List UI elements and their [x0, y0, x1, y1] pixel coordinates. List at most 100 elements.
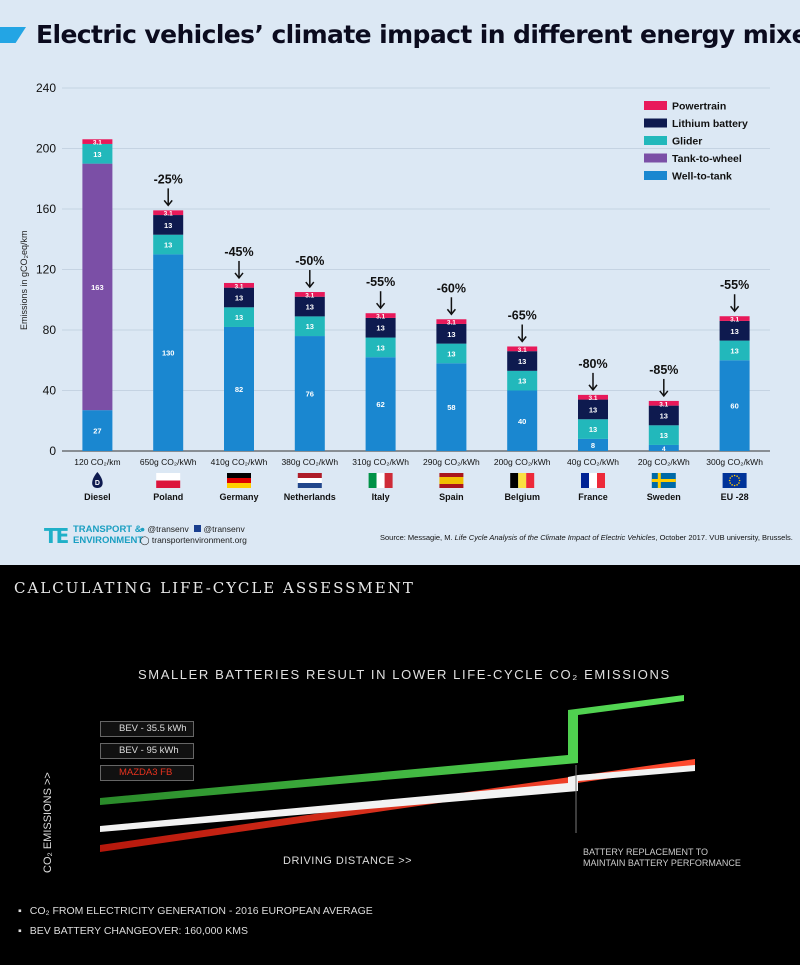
legend-label: Glider [672, 136, 702, 148]
flag-stripe [439, 473, 464, 477]
country-label: Spain [439, 492, 464, 502]
flag-poland-icon [156, 473, 181, 488]
data-label: 3.1 [234, 283, 243, 290]
source-title: Life Cycle Analysis of the Climate Impac… [454, 533, 656, 542]
arrow-head-icon [305, 281, 315, 289]
flag-stripe [722, 473, 747, 488]
reduction-label: -60% [437, 281, 466, 295]
y-tick-label: 160 [36, 202, 56, 216]
country-label: France [578, 492, 608, 502]
website-link[interactable]: transportenvironment.org [151, 535, 247, 545]
flag-stripe [376, 473, 385, 488]
data-label: 3.1 [305, 292, 314, 299]
flag-italy-icon [368, 473, 393, 488]
data-label: 3.1 [518, 347, 527, 354]
flag-star [736, 475, 738, 477]
flag-star [728, 479, 731, 482]
bar-segment [578, 419, 608, 439]
flag-stripe [384, 473, 393, 488]
bar-segment [153, 254, 184, 451]
bar-segment [224, 282, 254, 288]
flag-stripe [297, 483, 322, 488]
reduction-label: -25% [154, 172, 183, 186]
bev-95-line [100, 695, 684, 805]
bar-segment [294, 292, 325, 297]
data-label: 4 [662, 446, 666, 453]
flag-spain-icon [439, 473, 464, 488]
bar-segment [436, 323, 467, 344]
data-label: 13 [660, 411, 668, 420]
flag-stripe [439, 477, 464, 484]
stacked-bar-chart: 0 40 80 120 160 200 240 27 163 13 3.1 130 13 13 3.1 -2… [19, 81, 770, 502]
globe-icon: ◯ [140, 535, 150, 545]
country-label: Germany [219, 492, 258, 502]
intensity-label: 310g CO₂/kWh [352, 457, 409, 467]
infographic-title: Electric vehicles’ climate impact in dif… [36, 20, 800, 49]
data-label: 13 [235, 313, 243, 322]
intensity-label: 200g CO₂/kWh [494, 457, 551, 467]
bar-segment [82, 143, 113, 164]
arrow-head-icon [588, 384, 598, 392]
bev-35-line [100, 765, 695, 832]
flag-stripe [297, 473, 322, 478]
flag-belgium-icon [510, 473, 535, 488]
data-label: 13 [730, 327, 738, 336]
bar-segment [648, 400, 679, 406]
flag-star [733, 484, 736, 487]
legend-mazda-label: MAZDA3 FB [119, 767, 173, 778]
note-1-text: CO₂ FROM ELECTRICITY GENERATION - 2016 E… [29, 905, 373, 917]
bar-segment [436, 343, 467, 364]
x-axis-label-lca: DRIVING DISTANCE >> [283, 855, 413, 867]
bar-segment [507, 390, 538, 451]
data-label: 60 [730, 402, 738, 411]
bar-segment [294, 316, 325, 337]
flag-stripe [297, 478, 322, 483]
data-label: 8 [591, 441, 595, 450]
bar-segment [153, 234, 184, 255]
bar-segment [294, 336, 325, 451]
data-label: 82 [235, 385, 243, 394]
flag-stripe [156, 473, 181, 481]
twitter-icon[interactable]: ● [140, 524, 146, 534]
data-label: 130 [162, 349, 175, 358]
y-tick-label: 40 [43, 384, 57, 398]
battery-replacement-annotation: BATTERY REPLACEMENT TO MAINTAIN BATTERY … [583, 847, 741, 868]
data-label: 13 [306, 322, 314, 331]
country-label: Italy [372, 492, 390, 502]
data-label: 13 [518, 357, 526, 366]
flag-star [738, 477, 740, 479]
reduction-label: -55% [366, 275, 395, 289]
reduction-label: -65% [508, 308, 537, 322]
facebook-handle[interactable]: @transenv [203, 524, 245, 534]
legend-swatch [644, 101, 667, 110]
flag-stripe [156, 480, 181, 488]
bar-segment [436, 319, 467, 324]
twitter-handle[interactable]: @transenv [147, 524, 189, 534]
bar-segment [82, 139, 113, 144]
data-label: 76 [306, 390, 314, 399]
legend-bev-35-label: BEV - 35.5 kWh [119, 723, 187, 734]
data-label: 13 [447, 330, 455, 339]
flag-star [729, 482, 732, 484]
data-label: 27 [93, 427, 101, 436]
y-axis-label: Emissions in gCO₂eq/km [19, 230, 29, 330]
legend-label: Well-to-tank [672, 171, 732, 183]
data-label: 13 [376, 324, 384, 333]
reduction-label: -80% [578, 357, 607, 371]
legend-bev-35 [100, 721, 194, 737]
source-prefix: Source: Messagie, M. [380, 533, 453, 542]
reduction-label: -55% [720, 278, 749, 292]
facebook-icon[interactable] [194, 525, 202, 532]
arrow-head-icon [163, 199, 173, 207]
data-label: 3.1 [447, 320, 456, 327]
data-label: 13 [730, 346, 738, 355]
flag-stripe [510, 473, 519, 488]
country-label: Poland [153, 492, 183, 502]
data-label: 13 [235, 293, 243, 302]
te-logo-mark: TE [44, 524, 69, 548]
reduction-label: -45% [224, 245, 253, 259]
note-2-text: BEV BATTERY CHANGEOVER: 160,000 KMS [29, 925, 248, 937]
data-label: 3.1 [730, 317, 739, 324]
bar-segment [507, 346, 538, 352]
data-label: 13 [306, 303, 314, 312]
